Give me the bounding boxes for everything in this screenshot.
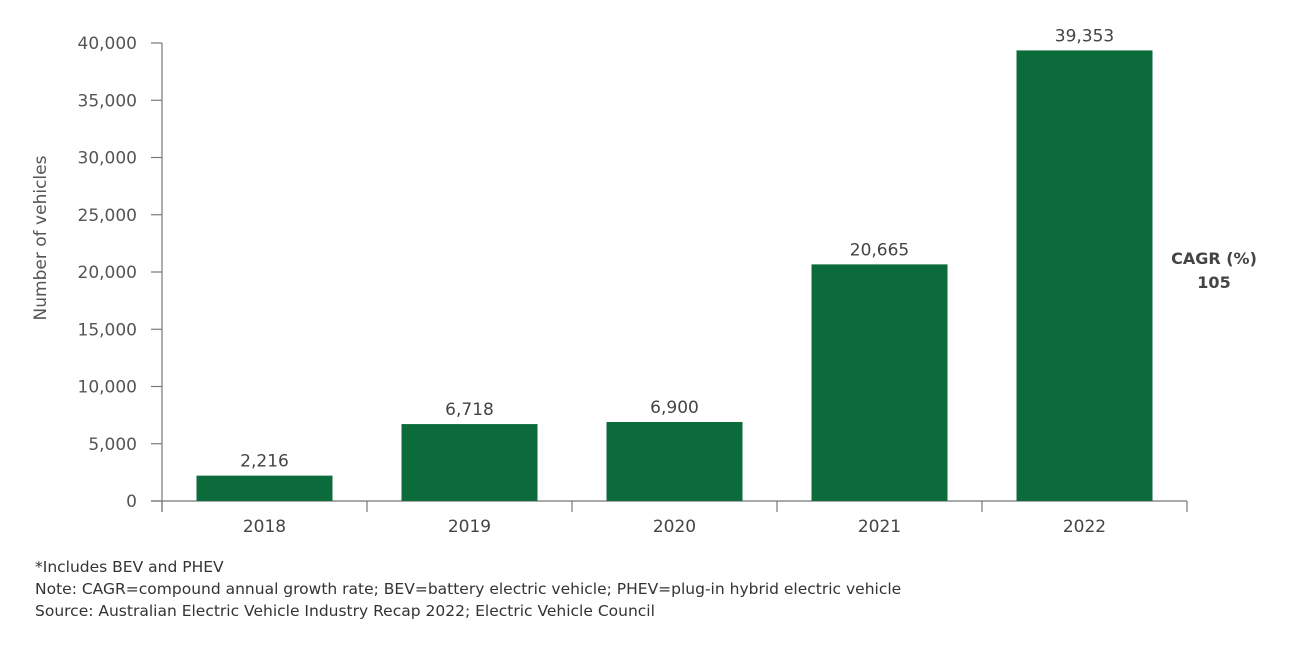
y-tick-label: 30,000 xyxy=(78,149,137,169)
y-tick-label: 25,000 xyxy=(78,206,137,226)
x-tick-label: 2022 xyxy=(1063,517,1106,537)
footnote-note: Note: CAGR=compound annual growth rate; … xyxy=(35,580,902,598)
bar-2019 xyxy=(401,424,538,501)
data-label: 39,353 xyxy=(1055,26,1114,46)
bar-2020 xyxy=(606,421,743,501)
cagr-title: CAGR (%) xyxy=(1171,249,1257,268)
y-tick-label: 10,000 xyxy=(78,378,137,398)
bar-2022 xyxy=(1016,50,1153,502)
x-tick-label: 2018 xyxy=(243,517,286,537)
x-tick-label: 2020 xyxy=(653,517,696,537)
y-tick-label: 40,000 xyxy=(78,34,137,54)
bar-2018 xyxy=(196,475,333,501)
y-tick-label: 15,000 xyxy=(78,320,137,340)
y-tick-label: 0 xyxy=(126,492,137,512)
cagr-value: 105 xyxy=(1197,273,1230,292)
footnotes: *Includes BEV and PHEV Note: CAGR=compou… xyxy=(35,556,901,622)
data-label: 2,216 xyxy=(240,452,289,472)
x-tick-label: 2021 xyxy=(858,517,901,537)
y-tick-label: 5,000 xyxy=(88,435,137,455)
footnote-source: Source: Australian Electric Vehicle Indu… xyxy=(35,602,655,620)
bar-2021 xyxy=(811,264,948,501)
data-label: 20,665 xyxy=(850,240,909,260)
data-label: 6,718 xyxy=(445,400,494,420)
y-axis-label: Number of vehicles xyxy=(31,155,51,320)
x-tick-label: 2019 xyxy=(448,517,491,537)
y-tick-label: 35,000 xyxy=(78,91,137,111)
y-tick-label: 20,000 xyxy=(78,263,137,283)
footnote-includes: *Includes BEV and PHEV xyxy=(35,558,224,576)
data-label: 6,900 xyxy=(650,398,699,418)
